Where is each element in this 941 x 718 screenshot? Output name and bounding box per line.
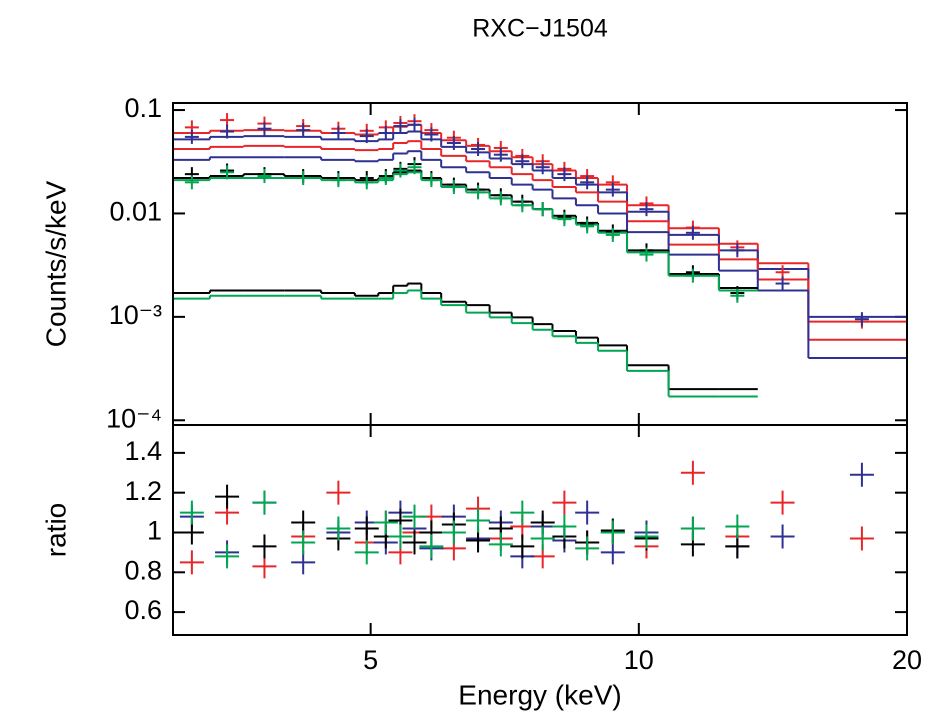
data-point (770, 524, 795, 549)
data-point (296, 171, 311, 186)
data-point (600, 520, 625, 545)
data-point (419, 534, 444, 559)
data-point (215, 484, 240, 509)
data-point (388, 524, 413, 549)
data-point (634, 524, 659, 549)
data-point (770, 490, 795, 515)
data-point (393, 119, 408, 134)
data-point (446, 136, 461, 151)
data-point (775, 276, 790, 291)
data-point (557, 167, 572, 182)
y-tick-label: 1.4 (124, 436, 162, 466)
data-point (354, 540, 379, 565)
chart-title: RXC−J1504 (472, 15, 608, 43)
data-point (220, 124, 235, 139)
data-point (471, 142, 486, 157)
data-point (552, 514, 577, 539)
y-axis-label: Counts/s/keV (40, 180, 71, 347)
data-point (424, 173, 439, 188)
data-point (730, 288, 745, 303)
data-point (849, 462, 874, 487)
data-point (685, 268, 700, 283)
data-point (535, 202, 550, 217)
data-point (407, 117, 422, 132)
data-point (257, 121, 272, 136)
data-point (493, 147, 508, 162)
data-point (680, 516, 705, 541)
data-point (326, 480, 351, 505)
data-point (215, 544, 240, 569)
data-point (373, 510, 398, 535)
y-tick-label: 0.8 (124, 555, 162, 585)
data-point (291, 530, 316, 555)
data-point (402, 504, 427, 529)
data-point (446, 180, 461, 195)
data-point (605, 182, 620, 197)
data-point (510, 534, 535, 559)
data-point (402, 530, 427, 555)
y-tick-label: 10⁻³ (109, 300, 162, 330)
data-point (424, 127, 439, 142)
data-point (535, 160, 550, 175)
data-point (530, 526, 555, 551)
data-point (359, 129, 374, 144)
data-point (296, 123, 311, 138)
y-tick-label: 1 (147, 516, 162, 546)
data-point (407, 160, 422, 175)
data-point (184, 175, 199, 190)
y-tick-label: 0.1 (124, 93, 162, 123)
data-point (359, 175, 374, 190)
data-point (557, 212, 572, 227)
data-point (354, 516, 379, 541)
data-point (378, 125, 393, 140)
data-point (466, 508, 491, 533)
data-point (680, 460, 705, 485)
x-tick-label: 20 (892, 645, 922, 675)
data-point (393, 163, 408, 178)
data-point (510, 500, 535, 525)
y-tick-label: 0.6 (124, 595, 162, 625)
data-point (488, 532, 513, 557)
data-point (515, 198, 530, 213)
data-point (331, 125, 346, 140)
y-tick-label: 1.2 (124, 476, 162, 506)
y-tick-label: 0.01 (109, 197, 162, 227)
data-point (257, 169, 272, 184)
data-point (605, 227, 620, 242)
data-point (493, 191, 508, 206)
y-tick-label: 10⁻⁴ (106, 403, 162, 433)
data-point (725, 514, 750, 539)
data-point (575, 500, 600, 525)
x-tick-label: 5 (363, 645, 378, 675)
data-point (685, 225, 700, 240)
data-point (179, 550, 204, 575)
data-point (252, 490, 277, 515)
data-point (179, 500, 204, 525)
data-point (441, 520, 466, 545)
y-axis-label: ratio (40, 503, 71, 557)
data-point (730, 243, 745, 258)
data-point (854, 312, 869, 327)
data-point (378, 171, 393, 186)
data-point (575, 536, 600, 561)
data-point (515, 154, 530, 169)
data-point (580, 175, 595, 190)
plot-frame (172, 424, 908, 636)
data-point (849, 526, 874, 551)
data-point (471, 185, 486, 200)
data-point (639, 247, 654, 262)
data-point (184, 129, 199, 144)
data-point (580, 219, 595, 234)
data-point (331, 173, 346, 188)
data-point (220, 165, 235, 180)
x-axis-label: Energy (keV) (458, 679, 621, 710)
x-tick-label: 10 (624, 645, 654, 675)
data-point (326, 516, 351, 541)
data-point (252, 534, 277, 559)
data-point (639, 202, 654, 217)
data-point (552, 490, 577, 515)
